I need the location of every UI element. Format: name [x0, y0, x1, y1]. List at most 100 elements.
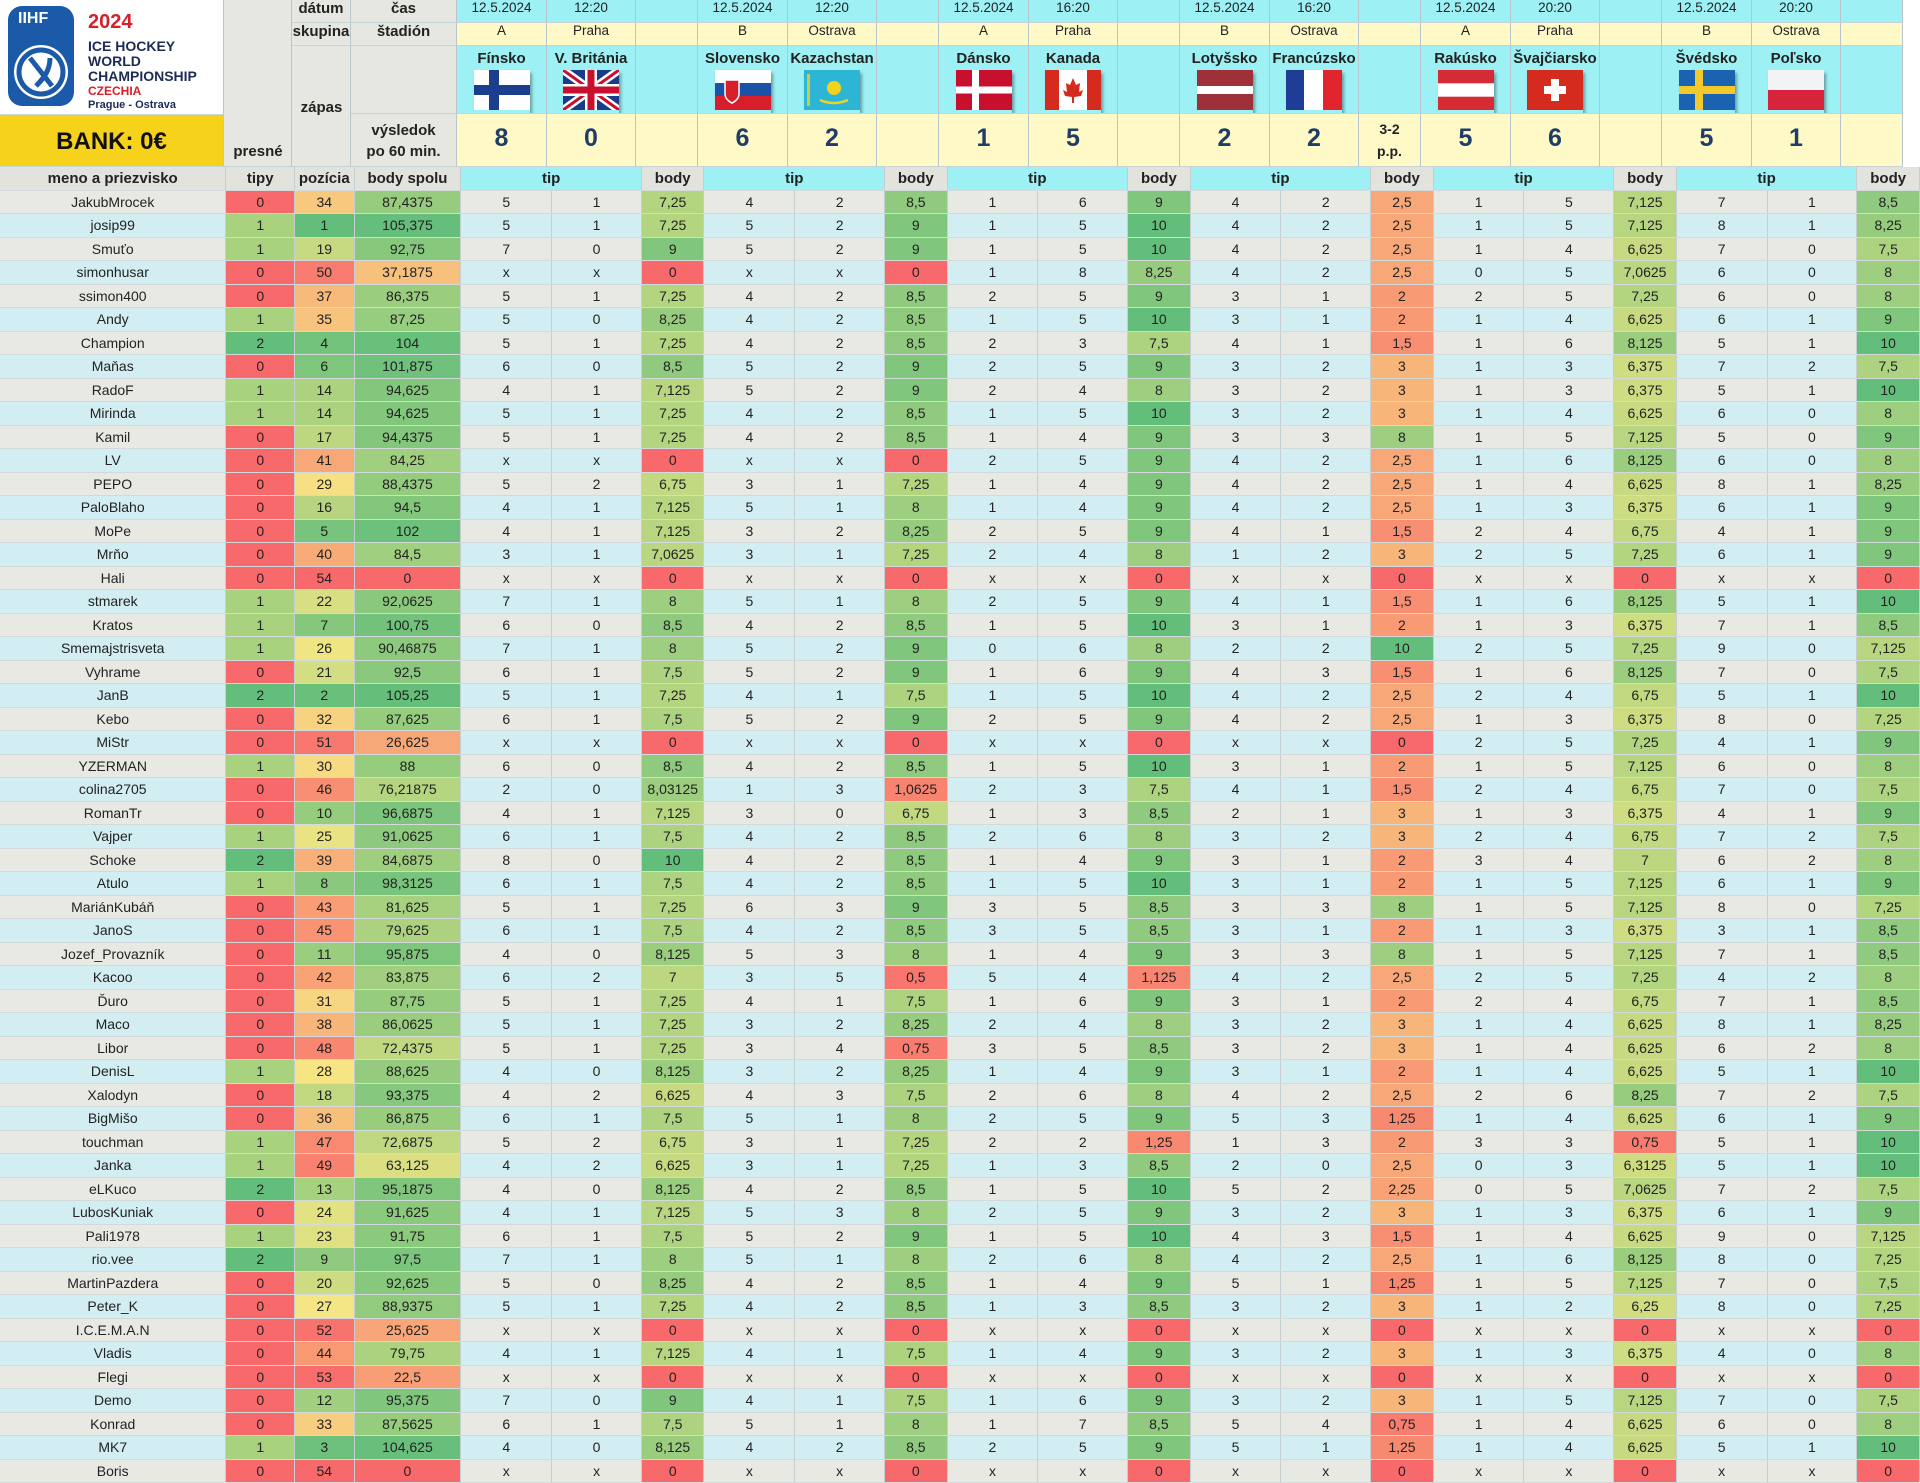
- pozicia-cell[interactable]: 20: [294, 1271, 355, 1295]
- header-body-5[interactable]: body: [1613, 167, 1677, 191]
- pozicia-cell[interactable]: 23: [294, 1224, 355, 1248]
- player-name[interactable]: Vajper: [0, 824, 227, 849]
- tip-away-cell[interactable]: 2: [794, 1177, 886, 1201]
- player-name[interactable]: stmarek: [0, 589, 227, 614]
- match-body-cell[interactable]: 8,25: [1856, 472, 1920, 496]
- presne-tipy-cell[interactable]: 0: [225, 918, 295, 943]
- pozicia-cell[interactable]: 41: [294, 448, 355, 473]
- tip-away-cell[interactable]: 4: [1037, 425, 1129, 449]
- tip-home-cell[interactable]: 5: [460, 895, 553, 919]
- body-spolu-cell[interactable]: 88: [354, 754, 462, 778]
- pozicia-cell[interactable]: 33: [294, 1412, 355, 1436]
- pozicia-cell[interactable]: 13: [294, 1177, 355, 1201]
- tip-home-cell[interactable]: 6: [460, 918, 553, 943]
- match-body-cell[interactable]: 7,125: [641, 378, 705, 402]
- tip-home-cell[interactable]: 1: [1433, 918, 1525, 943]
- tip-away-cell[interactable]: 2: [1280, 1388, 1372, 1413]
- player-name[interactable]: RadoF: [0, 378, 227, 402]
- match-body-cell[interactable]: 9: [641, 1388, 705, 1413]
- tip-away-cell[interactable]: 5: [1037, 519, 1129, 543]
- match-body-cell[interactable]: 6,625: [641, 1083, 705, 1107]
- match-body-cell[interactable]: 8,5: [884, 331, 948, 355]
- tip-away-cell[interactable]: 1: [551, 425, 642, 449]
- tip-away-cell[interactable]: 1: [794, 495, 886, 520]
- tip-home-cell[interactable]: 1: [947, 1388, 1039, 1413]
- tip-away-cell[interactable]: 5: [1037, 918, 1129, 943]
- tip-home-cell[interactable]: 4: [1190, 237, 1282, 261]
- tip-home-cell[interactable]: 6: [460, 660, 553, 684]
- match-body-cell[interactable]: 0: [1370, 566, 1434, 590]
- presne-tipy-cell[interactable]: 0: [225, 989, 295, 1013]
- tip-home-cell[interactable]: 1: [947, 213, 1039, 238]
- match-body-cell[interactable]: 7,125: [1613, 425, 1677, 449]
- match-body-cell[interactable]: 3: [1370, 1294, 1434, 1319]
- tip-away-cell[interactable]: 0: [1767, 1224, 1858, 1248]
- tip-home-cell[interactable]: 4: [1190, 707, 1282, 731]
- presne-tipy-cell[interactable]: 1: [225, 1153, 295, 1178]
- player-name[interactable]: Smemajstrisveta: [0, 636, 227, 661]
- tip-home-cell[interactable]: 4: [1190, 1224, 1282, 1248]
- match-body-cell[interactable]: 0: [641, 730, 705, 755]
- tip-away-cell[interactable]: 0: [1767, 754, 1858, 778]
- tip-home-cell[interactable]: 5: [460, 472, 553, 496]
- pozicia-cell[interactable]: 30: [294, 754, 355, 778]
- tip-away-cell[interactable]: 4: [1523, 237, 1615, 261]
- tip-away-cell[interactable]: 4: [1523, 1435, 1615, 1460]
- match-body-cell[interactable]: 10: [1856, 589, 1920, 614]
- tip-home-cell[interactable]: 3: [1190, 401, 1282, 426]
- tip-away-cell[interactable]: 5: [1037, 895, 1129, 919]
- match-body-cell[interactable]: 7,25: [641, 425, 705, 449]
- tip-away-cell[interactable]: 5: [1523, 1177, 1615, 1201]
- tip-home-cell[interactable]: 4: [1676, 801, 1768, 825]
- tip-home-cell[interactable]: 1: [947, 1294, 1039, 1319]
- tip-away-cell[interactable]: 0: [1767, 237, 1858, 261]
- match-body-cell[interactable]: 3: [1370, 1341, 1434, 1366]
- body-spolu-cell[interactable]: 87,4375: [354, 190, 462, 214]
- match-body-cell[interactable]: 9: [1856, 1106, 1920, 1131]
- tip-away-cell[interactable]: 1: [551, 660, 642, 684]
- tip-home-cell[interactable]: 4: [1190, 495, 1282, 520]
- match-body-cell[interactable]: 7,25: [641, 1012, 705, 1037]
- tip-home-cell[interactable]: 2: [947, 589, 1039, 614]
- presne-tipy-cell[interactable]: 1: [225, 378, 295, 402]
- tip-home-cell[interactable]: 1: [947, 190, 1039, 214]
- tip-home-cell[interactable]: 1: [947, 425, 1039, 449]
- match-body-cell[interactable]: 8,5: [884, 754, 948, 778]
- match-body-cell[interactable]: 7,125: [641, 495, 705, 520]
- pozicia-cell[interactable]: 53: [294, 1365, 355, 1389]
- match-body-cell[interactable]: 7,25: [1856, 895, 1920, 919]
- match-body-cell[interactable]: 10: [1127, 401, 1191, 426]
- tip-home-cell[interactable]: 3: [703, 1059, 796, 1084]
- tip-home-cell[interactable]: 1: [947, 495, 1039, 520]
- match-body-cell[interactable]: 6,75: [1613, 519, 1677, 543]
- tip-away-cell[interactable]: 1: [551, 542, 642, 567]
- match-body-cell[interactable]: 3: [1370, 824, 1434, 849]
- tip-home-cell[interactable]: 5: [1676, 425, 1768, 449]
- match-body-cell[interactable]: 8,5: [884, 1435, 948, 1460]
- player-name[interactable]: Atulo: [0, 871, 227, 896]
- header-body-3[interactable]: body: [1127, 167, 1191, 191]
- tip-home-cell[interactable]: 4: [1190, 777, 1282, 802]
- body-spolu-cell[interactable]: 0: [354, 1459, 462, 1483]
- tip-home-cell[interactable]: x: [703, 260, 796, 285]
- match-body-cell[interactable]: 7,5: [641, 824, 705, 849]
- tip-home-cell[interactable]: 5: [703, 354, 796, 379]
- tip-home-cell[interactable]: 1: [947, 989, 1039, 1013]
- player-name[interactable]: Libor: [0, 1036, 227, 1060]
- presne-tipy-cell[interactable]: 0: [225, 566, 295, 590]
- match-body-cell[interactable]: 7,25: [1856, 707, 1920, 731]
- tip-home-cell[interactable]: 1: [1433, 307, 1525, 332]
- player-name[interactable]: Maco: [0, 1012, 227, 1037]
- match-body-cell[interactable]: 7,125: [1613, 942, 1677, 966]
- tip-home-cell[interactable]: 2: [1433, 965, 1525, 990]
- player-name[interactable]: JanoS: [0, 918, 227, 943]
- tip-away-cell[interactable]: 2: [794, 1294, 886, 1319]
- player-name[interactable]: MK7: [0, 1435, 227, 1460]
- match-body-cell[interactable]: 8: [884, 1412, 948, 1436]
- tip-away-cell[interactable]: 1: [1767, 331, 1858, 355]
- tip-home-cell[interactable]: x: [1676, 1318, 1768, 1342]
- tip-away-cell[interactable]: 1: [794, 1341, 886, 1366]
- pozicia-cell[interactable]: 12: [294, 1388, 355, 1413]
- tip-away-cell[interactable]: 2: [794, 918, 886, 943]
- tip-away-cell[interactable]: 3: [794, 1083, 886, 1107]
